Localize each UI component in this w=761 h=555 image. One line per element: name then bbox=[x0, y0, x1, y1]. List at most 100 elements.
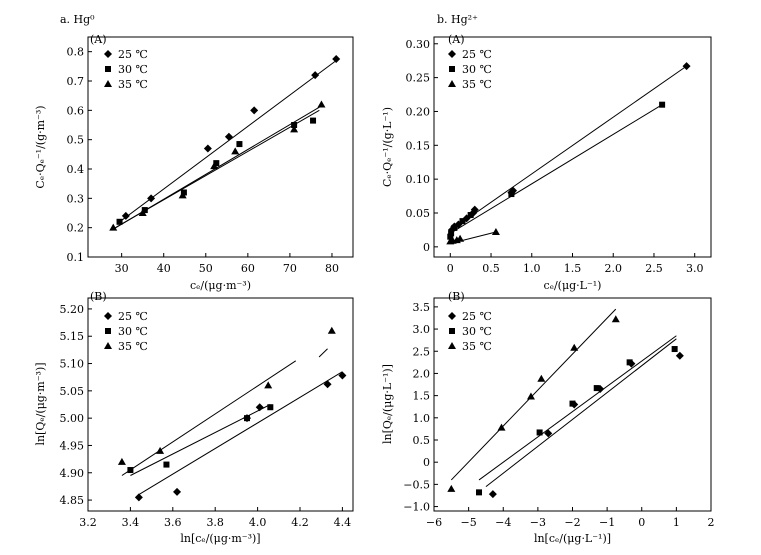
y-tick-label: 0.25 bbox=[406, 72, 431, 85]
data-point-triangle bbox=[537, 374, 546, 382]
legend-label: 25 ℃ bbox=[118, 48, 148, 61]
legend-label: 30 ℃ bbox=[118, 63, 148, 76]
data-point-triangle bbox=[231, 147, 240, 155]
fit-line bbox=[450, 65, 687, 232]
y-tick-label: 5.10 bbox=[60, 358, 85, 371]
x-tick-label: −4 bbox=[495, 516, 511, 529]
data-point-diamond bbox=[470, 205, 479, 214]
data-point-diamond bbox=[509, 186, 518, 195]
y-tick-label: 0.7 bbox=[67, 75, 85, 88]
y-tick-label: 3.0 bbox=[413, 323, 431, 336]
y-tick-label: 0.2 bbox=[67, 222, 85, 235]
x-axis-label: ln[cₑ/(μg·m⁻³)] bbox=[180, 532, 260, 545]
x-tick-label: 30 bbox=[115, 262, 129, 275]
y-tick-label: 0.5 bbox=[67, 134, 85, 147]
x-axis-label: cₑ/(μg·m⁻³) bbox=[190, 279, 251, 292]
series-square bbox=[127, 404, 274, 476]
legend-label: 30 ℃ bbox=[462, 63, 492, 76]
data-point-triangle bbox=[456, 234, 465, 242]
x-tick-label: 80 bbox=[325, 262, 339, 275]
y-tick-label: 0.4 bbox=[67, 163, 85, 176]
data-point-triangle bbox=[290, 125, 299, 133]
legend-marker-triangle bbox=[448, 80, 456, 87]
data-point-triangle bbox=[156, 446, 165, 454]
data-point-triangle bbox=[447, 484, 456, 492]
y-tick-label: 0 bbox=[423, 456, 430, 469]
series-diamond bbox=[121, 55, 341, 221]
data-point-triangle bbox=[117, 457, 126, 465]
data-point-triangle bbox=[570, 343, 579, 351]
legend-label: 25 ℃ bbox=[118, 310, 148, 323]
y-tick-label: 0.05 bbox=[406, 207, 431, 220]
x-tick-label: 4.2 bbox=[291, 516, 309, 529]
data-point-square bbox=[508, 191, 515, 198]
data-point-square bbox=[536, 429, 543, 436]
y-axis-label: Cₑ·Qₑ⁻¹/(g·m⁻³) bbox=[34, 105, 47, 188]
y-tick-label: 5.15 bbox=[60, 330, 85, 343]
data-point-diamond bbox=[488, 490, 497, 499]
panel-a-hg0-langmuir: 30 40 50 60 70 80 0.1 0.2 0.3 0.4 0.5 0.6 0.7 0.8 cₑ/(… bbox=[34, 13, 354, 292]
x-tick-label: −6 bbox=[426, 516, 442, 529]
data-point-diamond bbox=[311, 71, 320, 80]
data-point-square bbox=[447, 233, 454, 240]
x-tick-label: 2 bbox=[708, 516, 715, 529]
data-point-square bbox=[467, 212, 474, 219]
y-tick-label: 4.90 bbox=[60, 467, 85, 480]
data-point-square bbox=[236, 141, 243, 148]
legend-label: 25 ℃ bbox=[462, 48, 492, 61]
data-point-square bbox=[244, 415, 250, 422]
fit-line bbox=[450, 104, 663, 234]
y-tick-label: 3.5 bbox=[413, 301, 431, 314]
data-point-diamond bbox=[224, 132, 233, 141]
y-tick-label: 0.6 bbox=[67, 104, 85, 117]
fit-line bbox=[112, 105, 322, 230]
x-tick-label: 0 bbox=[447, 262, 454, 275]
data-point-square bbox=[180, 189, 187, 196]
x-tick-label: 0.5 bbox=[482, 262, 500, 275]
data-point-square bbox=[163, 461, 170, 468]
y-tick-label: −1.0 bbox=[403, 501, 430, 514]
legend-marker-diamond bbox=[104, 312, 112, 320]
legend-label: 35 ℃ bbox=[462, 78, 492, 91]
data-point-diamond bbox=[682, 62, 691, 71]
y-tick-label: 0.15 bbox=[406, 139, 431, 152]
panel-subtitle: (B) bbox=[90, 290, 107, 303]
x-axis-label: ln[cₑ/(μg·L⁻¹)] bbox=[534, 532, 611, 545]
y-tick-label: 2.5 bbox=[413, 345, 431, 358]
x-axis-label: cₑ/(μg·L⁻¹) bbox=[544, 279, 602, 292]
data-point-triangle bbox=[491, 227, 500, 235]
y-tick-label: 0.3 bbox=[67, 192, 85, 205]
y-tick-label: 1.5 bbox=[413, 390, 431, 403]
legend-marker-diamond bbox=[448, 312, 456, 320]
x-tick-label: 1.0 bbox=[523, 262, 541, 275]
plot-frame bbox=[87, 297, 354, 512]
series-diamond bbox=[134, 371, 347, 502]
legend-marker-square bbox=[449, 328, 455, 334]
panel-subtitle: (A) bbox=[448, 33, 465, 46]
x-tick-label: 3.4 bbox=[122, 516, 140, 529]
plot-area bbox=[447, 308, 684, 499]
y-tick-label: 2.0 bbox=[413, 367, 431, 380]
data-point-diamond bbox=[134, 493, 143, 502]
legend-label: 35 ℃ bbox=[118, 340, 148, 353]
data-point-triangle bbox=[264, 381, 273, 389]
plot-area bbox=[446, 62, 691, 245]
plot-frame bbox=[87, 36, 354, 258]
data-point-diamond bbox=[121, 211, 130, 220]
data-point-square bbox=[213, 160, 220, 167]
panel-subtitle: (B) bbox=[448, 290, 465, 303]
data-point-diamond bbox=[675, 351, 684, 360]
data-point-square bbox=[448, 230, 455, 237]
legend-marker-diamond bbox=[448, 50, 456, 58]
panel-subtitle: (A) bbox=[90, 33, 107, 46]
x-tick-label: 3.0 bbox=[686, 262, 704, 275]
legend-marker-square bbox=[105, 66, 111, 72]
y-tick-label: −0.5 bbox=[403, 478, 430, 491]
x-tick-label: 3.2 bbox=[79, 516, 97, 529]
legend-item: 35 ℃ bbox=[104, 78, 148, 91]
data-point-square bbox=[459, 218, 466, 225]
x-tick-label: 60 bbox=[241, 262, 255, 275]
x-tick-label: 1 bbox=[673, 516, 680, 529]
x-tick-label: 3.8 bbox=[206, 516, 224, 529]
